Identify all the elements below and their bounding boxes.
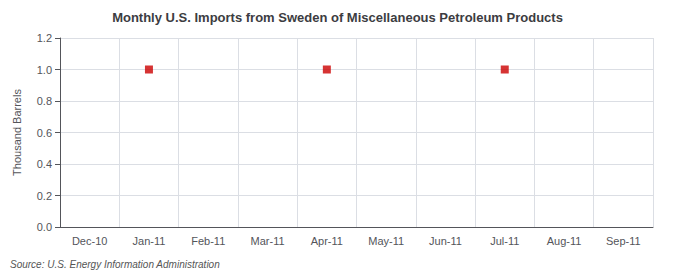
svg-text:Dec-10: Dec-10 [72, 235, 107, 247]
svg-text:0.8: 0.8 [37, 95, 52, 107]
svg-text:May-11: May-11 [368, 235, 404, 247]
svg-text:0.0: 0.0 [37, 221, 52, 233]
svg-text:0.6: 0.6 [37, 127, 52, 139]
svg-text:1.2: 1.2 [37, 32, 52, 44]
svg-text:Source: U.S. Energy Informatio: Source: U.S. Energy Information Administ… [10, 259, 220, 270]
svg-text:Jan-11: Jan-11 [133, 235, 166, 247]
svg-text:Apr-11: Apr-11 [311, 235, 343, 247]
svg-text:Thousand Barrels: Thousand Barrels [11, 89, 23, 176]
svg-text:Mar-11: Mar-11 [251, 235, 285, 247]
svg-text:1.0: 1.0 [37, 64, 52, 76]
svg-text:Sep-11: Sep-11 [606, 235, 641, 247]
svg-text:Monthly U.S. Imports from Swed: Monthly U.S. Imports from Sweden of Misc… [112, 10, 563, 25]
svg-text:0.4: 0.4 [37, 158, 52, 170]
svg-text:Jul-11: Jul-11 [490, 235, 519, 247]
svg-text:Feb-11: Feb-11 [191, 235, 225, 247]
svg-text:Jun-11: Jun-11 [429, 235, 462, 247]
svg-text:Aug-11: Aug-11 [547, 235, 582, 247]
svg-text:0.2: 0.2 [37, 190, 52, 202]
